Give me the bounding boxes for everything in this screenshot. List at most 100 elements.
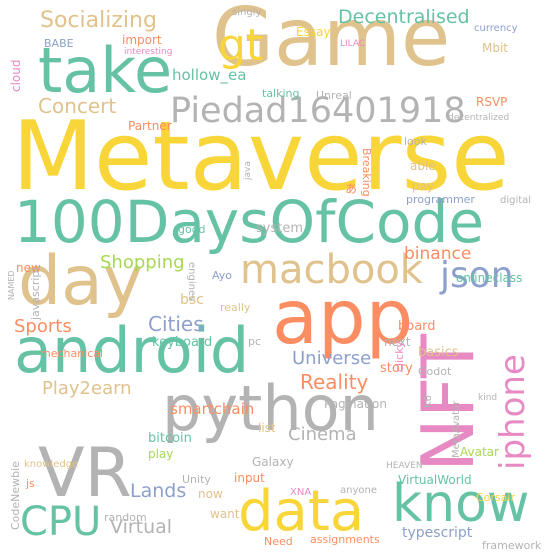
word-currency: currency [474, 23, 518, 34]
word-godot: Godot [418, 365, 452, 378]
word-reality: Reality [300, 370, 369, 394]
word-universe: Universe [292, 348, 372, 369]
word-unreal: Unreal [316, 89, 352, 102]
word-day: day [18, 242, 144, 321]
word-story: story [380, 361, 413, 376]
word-framework: framework [482, 539, 542, 552]
word-kind: kind [478, 393, 498, 403]
word-pay: pay [412, 179, 435, 193]
word-take: take [38, 34, 173, 107]
word-sports: Sports [14, 316, 72, 337]
word-talking: talking [262, 87, 300, 100]
word-piedad: Piedad16401918 [170, 91, 466, 131]
word-smartchain: smartchain [170, 400, 255, 418]
word-board: board [398, 319, 436, 334]
word-app: app [272, 273, 414, 361]
word-rsvp: RSVP [476, 95, 508, 109]
word-vr: VR [38, 434, 132, 513]
word-iphone: iphone [493, 354, 533, 470]
word-js: js [26, 477, 35, 490]
word-macbook: macbook [240, 247, 423, 293]
word-singly: singly [232, 7, 262, 18]
word-clicky: clicky [393, 341, 406, 372]
word-essay: Essay [296, 25, 331, 39]
word-javascript: javascript [29, 266, 42, 320]
word-shopping: Shopping [100, 252, 185, 273]
word-avatar: Avatar [460, 445, 499, 459]
word-ayo: Ayo [212, 269, 233, 282]
word-gt: gt [218, 20, 264, 71]
word-play: play [148, 447, 174, 461]
word-onlineclass: onlineclass [456, 271, 523, 285]
word-keyboard: keyboard [152, 335, 213, 350]
word-next: next [384, 335, 411, 349]
word-breaking: Breaking [360, 148, 373, 197]
word-want: want [210, 507, 240, 521]
word-game: Game [212, 0, 451, 84]
word-pc: pc [248, 335, 262, 348]
word-able: able [410, 159, 436, 173]
word-anyone: anyone [340, 485, 377, 496]
word-cinema: Cinema [288, 424, 357, 445]
word-metaverse: Metaverse [12, 102, 510, 212]
word-engines: engines [186, 262, 197, 302]
word-codenewbie: CodeNewbie [9, 461, 22, 530]
word-programmer: programmer [406, 193, 475, 206]
word-lands: Lands [130, 480, 187, 502]
word-play2earn: Play2earn [42, 378, 132, 399]
word-import: import [122, 33, 162, 47]
word-cloud: cloud [9, 59, 23, 93]
word-input: input [234, 471, 265, 485]
word-hollow-ea: hollow_ea [172, 66, 247, 84]
word-interesting: interesting [124, 47, 173, 57]
word-json: json [440, 255, 514, 296]
word-decentralized: decentralized [448, 113, 510, 123]
word-mechanical: mechanical [40, 347, 104, 360]
word-random: random [104, 511, 147, 524]
word-cities: Cities [148, 312, 204, 336]
word-cpu: CPU [20, 499, 102, 545]
word-bsc: bsc [180, 292, 204, 308]
word-binance: binance [404, 244, 472, 264]
word-digital: digital [500, 195, 532, 206]
word-system: system [256, 221, 303, 236]
word-data: data [238, 479, 365, 544]
word-unity: Unity [182, 473, 211, 486]
word-named: NAMED [7, 270, 16, 300]
word-galaxy: Galaxy [252, 455, 294, 469]
word-know: know [392, 474, 530, 534]
word-virtualworld: VirtualWorld [398, 473, 472, 487]
word-heaven: HEAVEN [386, 461, 423, 471]
word-mbit: Mbit [482, 41, 509, 55]
word-basics: basics [418, 345, 459, 360]
word-need: Need [264, 535, 293, 548]
word-corsair: Corsair [476, 491, 515, 504]
word-bitcoin: bitcoin [148, 431, 192, 446]
word-lilac: LILAC [340, 39, 366, 49]
word-list: list [258, 421, 276, 435]
word-now: now [198, 487, 223, 501]
word-java: java [243, 161, 253, 180]
word-new: new [16, 261, 41, 275]
word-xna: XNA [290, 487, 312, 498]
word-python: python [162, 372, 379, 445]
word-k6: K6 [423, 395, 434, 408]
word-android: android [14, 314, 250, 387]
word-glyph: ぁ [344, 181, 358, 197]
word-really: really [220, 301, 251, 314]
word-assignments: assignments [310, 533, 380, 546]
word-virtual: Virtual [110, 516, 173, 538]
word-good: good [178, 223, 206, 236]
word-babe: BABE [44, 37, 74, 50]
word-metaavatar: MetaAvatar [451, 400, 462, 458]
word-typescript: typescript [402, 525, 473, 541]
word-knowledge: knowledge [24, 459, 79, 470]
word-decentralised: Decentralised [338, 6, 470, 28]
word-look: look [404, 135, 427, 148]
word-pagination: Pagination [324, 397, 387, 411]
word-socializing: Socializing [40, 8, 157, 33]
word-partner: Partner [128, 119, 172, 133]
word-concert: Concert [38, 94, 117, 118]
word-100daysofcode: 100DaysOfCode [14, 188, 485, 256]
